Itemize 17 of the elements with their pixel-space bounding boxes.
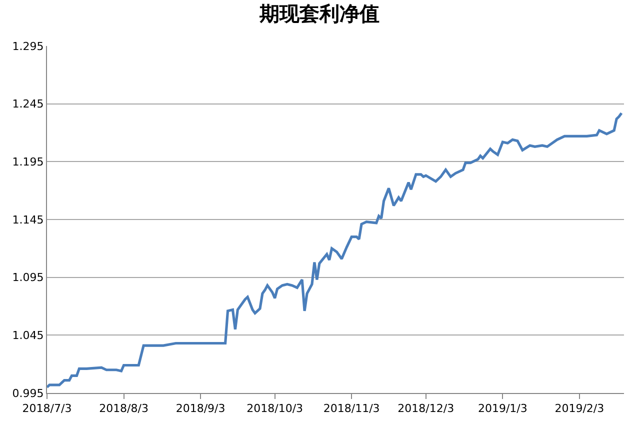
line-series <box>47 112 623 389</box>
x-tick-label: 2018/10/3 <box>246 402 304 416</box>
y-tick-label: 1.195 <box>12 156 44 169</box>
x-tick-label: 2018/8/3 <box>99 402 148 416</box>
y-tick-label: 0.995 <box>12 386 44 400</box>
x-tick-label: 2018/11/3 <box>323 402 380 416</box>
x-tick-label: 2019/1/3 <box>478 402 528 416</box>
x-tick-label: 2018/7/3 <box>22 402 72 416</box>
x-tick-label: 2018/12/3 <box>398 402 454 416</box>
y-tick-label: 1.295 <box>12 40 44 53</box>
y-tick-label: 1.095 <box>12 271 44 284</box>
x-tick-label: 2019/2/3 <box>554 402 604 416</box>
y-tick-label: 1.145 <box>12 213 44 226</box>
y-tick-label: 1.045 <box>12 329 44 342</box>
chart-title: 期现套利净值 <box>258 1 380 26</box>
y-tick-label: 1.245 <box>12 98 44 111</box>
x-tick-label: 2018/9/3 <box>176 402 226 416</box>
